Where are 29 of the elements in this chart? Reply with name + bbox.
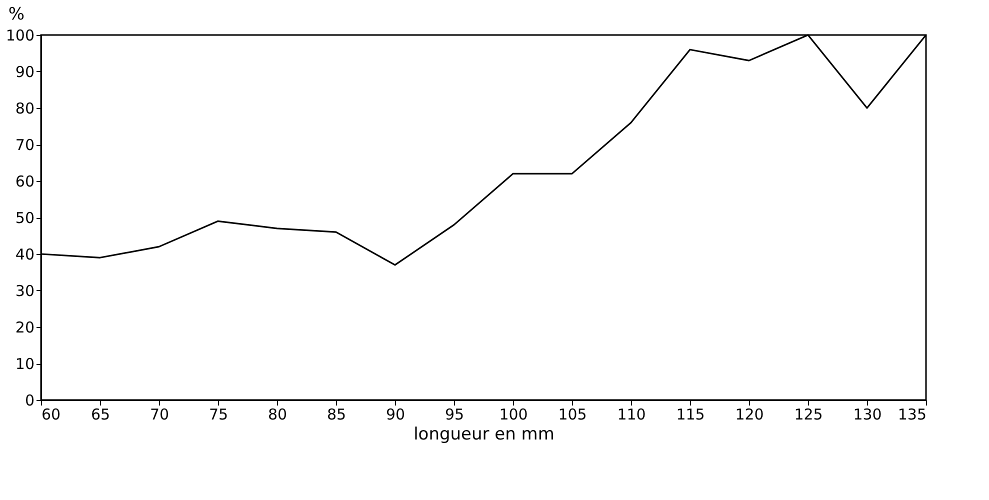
x-tick-label: 115	[676, 406, 705, 424]
x-tick-label: 60	[42, 406, 61, 424]
x-tick-label: 130	[853, 406, 882, 424]
y-tick-label: 30	[15, 282, 34, 300]
y-tick-label: 20	[15, 318, 34, 336]
x-tick-label: 80	[268, 406, 288, 424]
x-tick-label: 125	[794, 406, 823, 424]
y-tick-label: 90	[15, 63, 34, 81]
x-tick-label: 75	[208, 406, 228, 424]
x-tick-label: 110	[617, 406, 646, 424]
x-tick-label: 120	[735, 406, 764, 424]
y-tick-label: 80	[15, 100, 34, 118]
y-tick-label: 0	[24, 392, 34, 410]
x-axis-title: longueur en mm	[414, 424, 554, 444]
x-tick-label: 70	[150, 406, 170, 424]
y-tick-label: 60	[15, 172, 34, 190]
y-tick-label: 40	[15, 246, 34, 264]
y-tick-label: 100	[6, 26, 34, 44]
y-tick-label: 10	[15, 355, 34, 373]
y-tick-label: 50	[15, 209, 34, 227]
x-tick-label: 95	[444, 406, 464, 424]
x-tick-label: 100	[499, 406, 528, 424]
x-tick-label: 105	[558, 406, 587, 424]
x-tick-label: 65	[90, 406, 110, 424]
y-tick-label: 70	[15, 136, 34, 154]
x-tick-label: 90	[386, 406, 406, 424]
y-axis-title: %	[8, 4, 25, 24]
x-tick-label: 135	[898, 406, 926, 424]
x-tick-label: 85	[326, 406, 346, 424]
